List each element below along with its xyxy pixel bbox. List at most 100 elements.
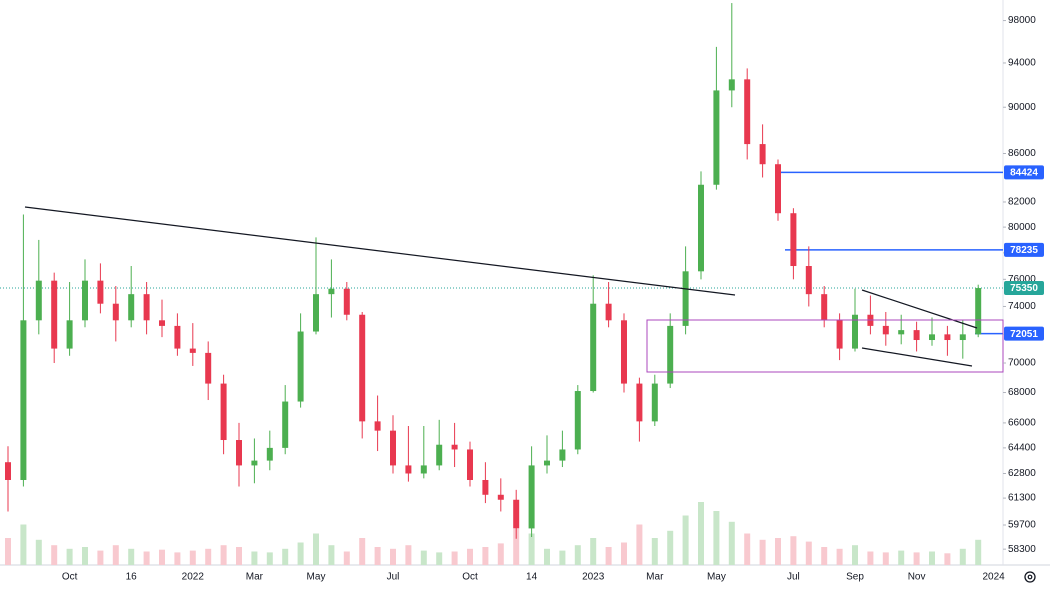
volume-bar bbox=[713, 511, 720, 565]
y-tick-label: 61300 bbox=[1008, 493, 1036, 504]
candle-body bbox=[744, 79, 751, 145]
volume-bar bbox=[66, 548, 73, 565]
volume-bar bbox=[621, 542, 627, 565]
candle-body bbox=[805, 266, 812, 295]
y-tick-label: 70000 bbox=[1008, 358, 1036, 369]
volume-bar bbox=[112, 545, 119, 565]
x-tick-label: 14 bbox=[526, 572, 538, 583]
candle-body bbox=[205, 352, 212, 384]
price-label: 78235 bbox=[1010, 245, 1038, 256]
y-tick-label: 80000 bbox=[1008, 222, 1036, 233]
volume-bar bbox=[944, 553, 951, 565]
volume-bar bbox=[544, 548, 550, 565]
candle-body bbox=[35, 280, 42, 321]
candle-body bbox=[482, 479, 489, 495]
volume-bar bbox=[605, 547, 612, 565]
volume-bar bbox=[805, 541, 812, 565]
volume-bar bbox=[297, 542, 304, 565]
volume-bar bbox=[698, 502, 704, 565]
candle-body bbox=[621, 320, 627, 384]
x-tick-label: Jul bbox=[387, 572, 400, 583]
volume-bar bbox=[174, 552, 181, 565]
candle-body bbox=[82, 280, 88, 321]
candle-body bbox=[944, 334, 951, 341]
y-tick-label: 66000 bbox=[1008, 418, 1036, 429]
volume-bar bbox=[898, 550, 905, 565]
volume-bar bbox=[20, 524, 27, 565]
candle-body bbox=[66, 320, 73, 349]
y-tick-label: 86000 bbox=[1008, 148, 1036, 159]
candle-body bbox=[297, 331, 304, 402]
volume-bar bbox=[636, 524, 643, 565]
volume-bar bbox=[343, 551, 350, 565]
volume-bar bbox=[236, 547, 242, 565]
candle-body bbox=[159, 320, 165, 326]
volume-bar bbox=[836, 548, 843, 565]
candle-body bbox=[497, 494, 504, 500]
volume-bar bbox=[728, 521, 735, 565]
price-label-box bbox=[1004, 242, 1044, 257]
volume-bar bbox=[359, 538, 366, 565]
x-tick-label: 2024 bbox=[982, 572, 1005, 583]
x-tick-label: 2023 bbox=[582, 572, 605, 583]
x-tick-label: 16 bbox=[126, 572, 138, 583]
candle-body bbox=[128, 294, 135, 321]
candle-body bbox=[975, 288, 982, 335]
candle-body bbox=[651, 383, 658, 422]
candle-body bbox=[759, 144, 766, 165]
candle-body bbox=[882, 325, 889, 335]
volume-bar bbox=[574, 545, 581, 565]
axes: 9800094000900008600082000800007800076000… bbox=[62, 15, 1044, 583]
x-tick-label: Sep bbox=[846, 572, 864, 583]
y-tick-label: 64400 bbox=[1008, 443, 1036, 454]
candle-body bbox=[328, 288, 335, 295]
candle-body bbox=[590, 303, 597, 392]
x-tick-label: Oct bbox=[62, 572, 78, 583]
candle-body bbox=[451, 444, 458, 450]
candle-body bbox=[821, 294, 828, 321]
candle-body bbox=[282, 401, 289, 448]
candle-body bbox=[343, 288, 350, 315]
volume-bar bbox=[266, 552, 273, 565]
candle-body bbox=[959, 334, 966, 341]
volume-bar bbox=[852, 545, 858, 565]
candle-body bbox=[929, 334, 935, 341]
candle-body bbox=[913, 330, 920, 341]
candle-body bbox=[728, 79, 735, 91]
wedge-lower bbox=[861, 347, 973, 367]
candle-body bbox=[359, 314, 366, 422]
candle-body bbox=[775, 164, 781, 214]
volume-bar bbox=[328, 545, 335, 565]
candle-body bbox=[698, 184, 704, 272]
y-tick-label: 68000 bbox=[1008, 387, 1036, 398]
y-tick-label: 58300 bbox=[1008, 544, 1036, 555]
volume-bar bbox=[975, 539, 982, 565]
x-tick-label: Nov bbox=[908, 572, 926, 583]
volume-bar bbox=[482, 547, 489, 565]
volume-bar bbox=[128, 548, 135, 565]
volume-bar bbox=[5, 538, 11, 565]
settings-icon[interactable] bbox=[1024, 571, 1036, 583]
volume-bar bbox=[497, 543, 504, 565]
candle-body bbox=[790, 213, 797, 267]
volume-bar bbox=[759, 539, 766, 565]
volume-bar bbox=[97, 550, 104, 565]
price-label: 75350 bbox=[1010, 283, 1038, 294]
candle-body bbox=[390, 430, 396, 466]
candle-body bbox=[251, 460, 258, 466]
gear-outer bbox=[1024, 571, 1036, 583]
candle-body bbox=[97, 280, 104, 304]
volume-bar bbox=[682, 515, 689, 565]
x-tick-label: Mar bbox=[246, 572, 264, 583]
volume-bar bbox=[744, 533, 751, 565]
volume-bar bbox=[159, 549, 165, 565]
x-tick-label: Mar bbox=[646, 572, 664, 583]
candle-body bbox=[574, 391, 581, 450]
price-lines bbox=[0, 171, 1003, 335]
volume-bar bbox=[913, 552, 920, 565]
drawings bbox=[24, 206, 1004, 373]
candle-body bbox=[436, 444, 443, 466]
candle-body bbox=[374, 421, 381, 431]
y-tick-label: 59700 bbox=[1008, 520, 1036, 531]
